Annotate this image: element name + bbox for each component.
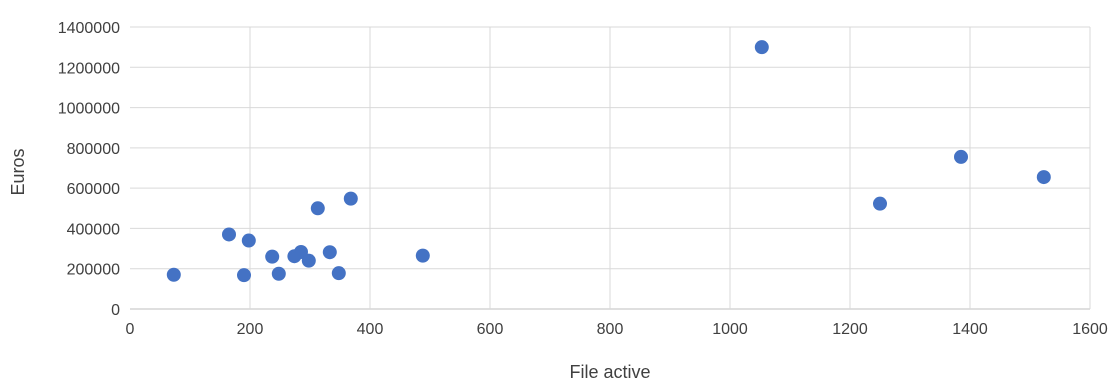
y-axis-ticks: 0 200000 400000 600000 800000 1000000 1200000 1… — [58, 20, 120, 319]
data-point — [331, 266, 346, 281]
data-point — [301, 253, 316, 268]
data-point — [166, 267, 181, 282]
y-tick-label: 1400000 — [58, 20, 120, 37]
data-point — [873, 196, 887, 211]
x-tick-label: 1400 — [952, 321, 988, 338]
y-tick-label: 1000000 — [58, 101, 120, 118]
x-tick-label: 1000 — [712, 321, 748, 338]
x-tick-label: 200 — [237, 321, 264, 338]
x-axis-title: File active — [569, 362, 650, 382]
data-point — [954, 149, 968, 164]
data-point — [222, 227, 236, 242]
y-tick-label: 400000 — [67, 221, 120, 238]
data-point — [265, 249, 280, 264]
y-tick-label: 0 — [111, 302, 120, 319]
y-axis-title: Euros — [8, 148, 28, 195]
gridlines — [130, 26, 1091, 310]
x-tick-label: 400 — [357, 321, 384, 338]
data-point — [343, 191, 358, 206]
x-tick-label: 600 — [477, 321, 504, 338]
x-tick-label: 1600 — [1072, 321, 1108, 338]
x-tick-label: 1200 — [832, 321, 868, 338]
data-points — [166, 40, 1051, 283]
data-point — [415, 248, 430, 263]
y-tick-label: 1200000 — [58, 60, 120, 77]
data-point — [271, 266, 286, 281]
y-tick-label: 600000 — [67, 181, 120, 198]
data-point — [237, 268, 251, 283]
data-point — [241, 233, 256, 248]
x-tick-label: 0 — [126, 321, 135, 338]
data-point — [322, 245, 337, 260]
x-axis-ticks: 0 200 400 600 800 1000 1200 1400 1600 — [126, 321, 1108, 338]
y-tick-label: 200000 — [67, 262, 120, 279]
data-point — [1036, 170, 1051, 185]
data-point — [754, 40, 769, 55]
y-tick-label: 800000 — [67, 141, 120, 158]
x-tick-label: 800 — [597, 321, 624, 338]
data-point — [310, 201, 325, 216]
